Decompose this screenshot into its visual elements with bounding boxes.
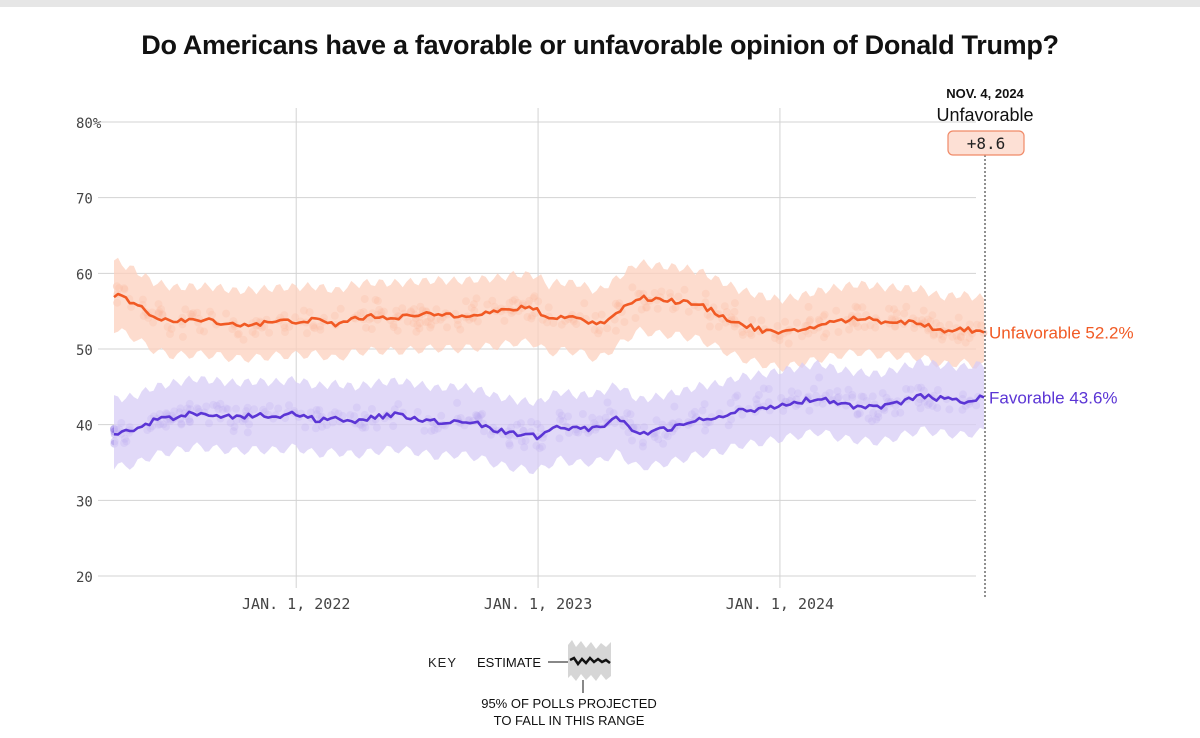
x-tick-label: JAN. 1, 2023 (484, 595, 592, 613)
favorable-end-label: Favorable 43.6% (989, 388, 1118, 407)
callout-margin-badge (947, 130, 1025, 156)
y-tick-label: 60 (76, 267, 93, 283)
y-tick-label: 30 (76, 494, 93, 510)
grid-layer: 20 30 40 50 60 70 80% JAN. 1, 2022 JAN. 1, 2023 J… (76, 108, 976, 613)
favorable-estimate-line (113, 393, 985, 441)
callout-date: NOV. 4, 2024 (946, 86, 1024, 101)
estimate-lines (113, 292, 985, 441)
key-estimate-label: ESTIMATE (477, 655, 541, 670)
callout-leader: Unfavorable (936, 105, 1033, 125)
unfavorable-estimate-line (113, 292, 985, 335)
confidence-bands (114, 257, 984, 475)
y-tick-label: 80% (76, 116, 102, 132)
unfavorable-band (114, 257, 984, 372)
y-tick-label: 70 (76, 192, 93, 208)
y-tick-label: 50 (76, 343, 93, 359)
x-tick-label: JAN. 1, 2022 (242, 595, 350, 613)
top-bar (0, 0, 1200, 7)
key-estimate-swatch (569, 656, 611, 667)
callout-margin: +8.6 (967, 134, 1006, 153)
key-range-label-line2: TO FALL IN THIS RANGE (494, 713, 645, 728)
y-tick-label: 40 (76, 419, 93, 435)
unfavorable-end-label: Unfavorable 52.2% (989, 323, 1134, 342)
chart-title: Do Americans have a favorable or unfavor… (141, 30, 1059, 60)
x-tick-label: JAN. 1, 2024 (726, 595, 834, 613)
chart-labels: Unfavorable 52.2% Favorable 43.6% (989, 323, 1134, 407)
favorable-band (114, 358, 984, 475)
key-range-label-line1: 95% OF POLLS PROJECTED (481, 696, 657, 711)
y-tick-label: 20 (76, 570, 93, 586)
key-label: KEY (428, 655, 457, 670)
